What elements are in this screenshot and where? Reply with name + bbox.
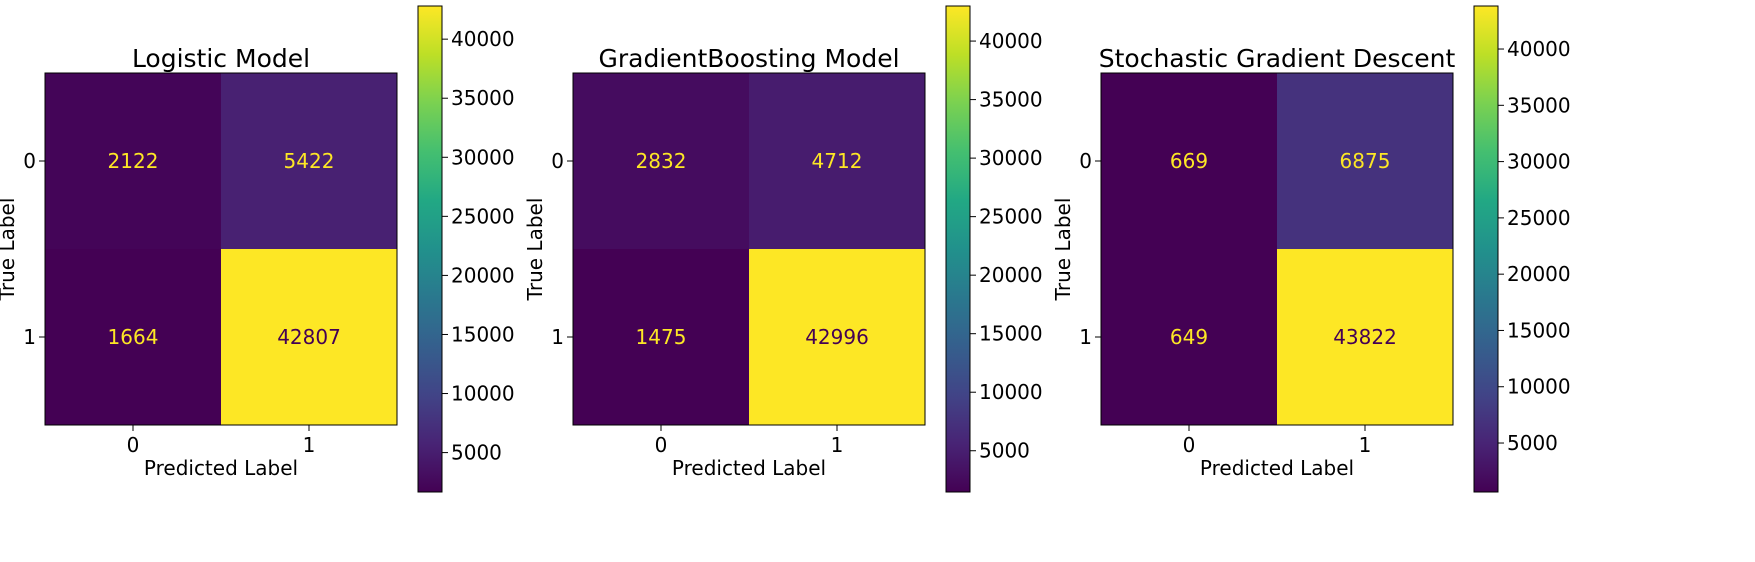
colorbar-tick-label: 30000	[1507, 150, 1571, 174]
colorbar	[945, 5, 971, 493]
y-axis-label: True Label	[523, 198, 547, 302]
plot-frame	[44, 72, 398, 426]
colorbar-tick-label: 30000	[451, 145, 515, 169]
x-tick-label: 0	[127, 433, 140, 457]
heatmap-cell	[45, 73, 221, 249]
colorbar-tick-label: 30000	[979, 146, 1043, 170]
cell-value-label: 6875	[1340, 149, 1391, 173]
colorbar-tick-label: 25000	[979, 205, 1043, 229]
heatmap-cell	[749, 249, 925, 425]
cell-value-label: 42807	[277, 325, 341, 349]
cell-value-label: 43822	[1333, 325, 1397, 349]
colorbar-tick-label: 20000	[1507, 262, 1571, 286]
x-axis-label: Predicted Label	[672, 456, 826, 480]
y-tick-label: 1	[23, 325, 36, 349]
cell-value-label: 1664	[108, 325, 159, 349]
heatmap-cell	[1101, 73, 1277, 249]
colorbar-tick-label: 35000	[451, 86, 515, 110]
heatmap-cell	[221, 249, 397, 425]
cell-value-label: 649	[1170, 325, 1208, 349]
colorbar-tick-label: 35000	[979, 88, 1043, 112]
cell-value-label: 669	[1170, 149, 1208, 173]
chart-title: GradientBoosting Model	[598, 44, 899, 73]
cell-value-label: 1475	[636, 325, 687, 349]
colorbar-tick-label: 10000	[979, 380, 1043, 404]
chart-title: Stochastic Gradient Descent	[1099, 44, 1456, 73]
y-tick-label: 0	[1079, 149, 1092, 173]
colorbar-tick-label: 15000	[1507, 318, 1571, 342]
cell-value-label: 4712	[812, 149, 863, 173]
colorbar-tick-label: 5000	[451, 441, 502, 465]
y-tick-label: 0	[551, 149, 564, 173]
heatmap-cell	[749, 73, 925, 249]
plot-frame	[1100, 72, 1454, 426]
heatmap-cell	[573, 73, 749, 249]
y-tick-label: 1	[551, 325, 564, 349]
chart-title: Logistic Model	[132, 44, 310, 73]
colorbar-tick-label: 40000	[979, 29, 1043, 53]
cell-value-label: 42996	[805, 325, 869, 349]
x-axis-label: Predicted Label	[144, 456, 298, 480]
y-axis-label: True Label	[0, 198, 19, 302]
y-tick-label: 0	[23, 149, 36, 173]
colorbar-tick-label: 40000	[1507, 37, 1571, 61]
x-tick-label: 1	[1359, 433, 1372, 457]
colorbar-tick-label: 20000	[451, 263, 515, 287]
colorbar-tick-label: 5000	[1507, 431, 1558, 455]
x-tick-label: 1	[303, 433, 316, 457]
cell-value-label: 2122	[108, 149, 159, 173]
confusion-matrix-panel-2: 669 6875 649 43822 Stochastic Gradient Desce…	[1051, 5, 1571, 493]
confusion-matrix-panel-1: 2832 4712 1475 42996 GradientBoosting Model 0…	[523, 5, 1043, 493]
colorbar	[417, 5, 443, 493]
x-tick-label: 0	[1183, 433, 1196, 457]
colorbar-tick-label: 25000	[1507, 206, 1571, 230]
colorbar-tick-label: 35000	[1507, 93, 1571, 117]
colorbar-tick-label: 40000	[451, 27, 515, 51]
heatmap-cell	[1277, 249, 1453, 425]
colorbar	[1473, 5, 1499, 493]
colorbar-tick-label: 10000	[451, 382, 515, 406]
x-tick-label: 0	[655, 433, 668, 457]
y-axis-label: True Label	[1051, 198, 1075, 302]
x-tick-label: 1	[831, 433, 844, 457]
colorbar-tick-label: 5000	[979, 439, 1030, 463]
heatmap-cell	[221, 73, 397, 249]
cell-value-label: 2832	[636, 149, 687, 173]
x-axis-label: Predicted Label	[1200, 456, 1354, 480]
colorbar-tick-label: 25000	[451, 204, 515, 228]
colorbar-tick-label: 20000	[979, 263, 1043, 287]
y-tick-label: 1	[1079, 325, 1092, 349]
heatmap-cell	[1101, 249, 1277, 425]
heatmap-cell	[45, 249, 221, 425]
colorbar-tick-label: 15000	[979, 322, 1043, 346]
cell-value-label: 5422	[284, 149, 335, 173]
colorbar-tick-label: 10000	[1507, 375, 1571, 399]
heatmap-cell	[1277, 73, 1453, 249]
heatmap-cell	[573, 249, 749, 425]
plot-frame	[572, 72, 926, 426]
colorbar-tick-label: 15000	[451, 322, 515, 346]
